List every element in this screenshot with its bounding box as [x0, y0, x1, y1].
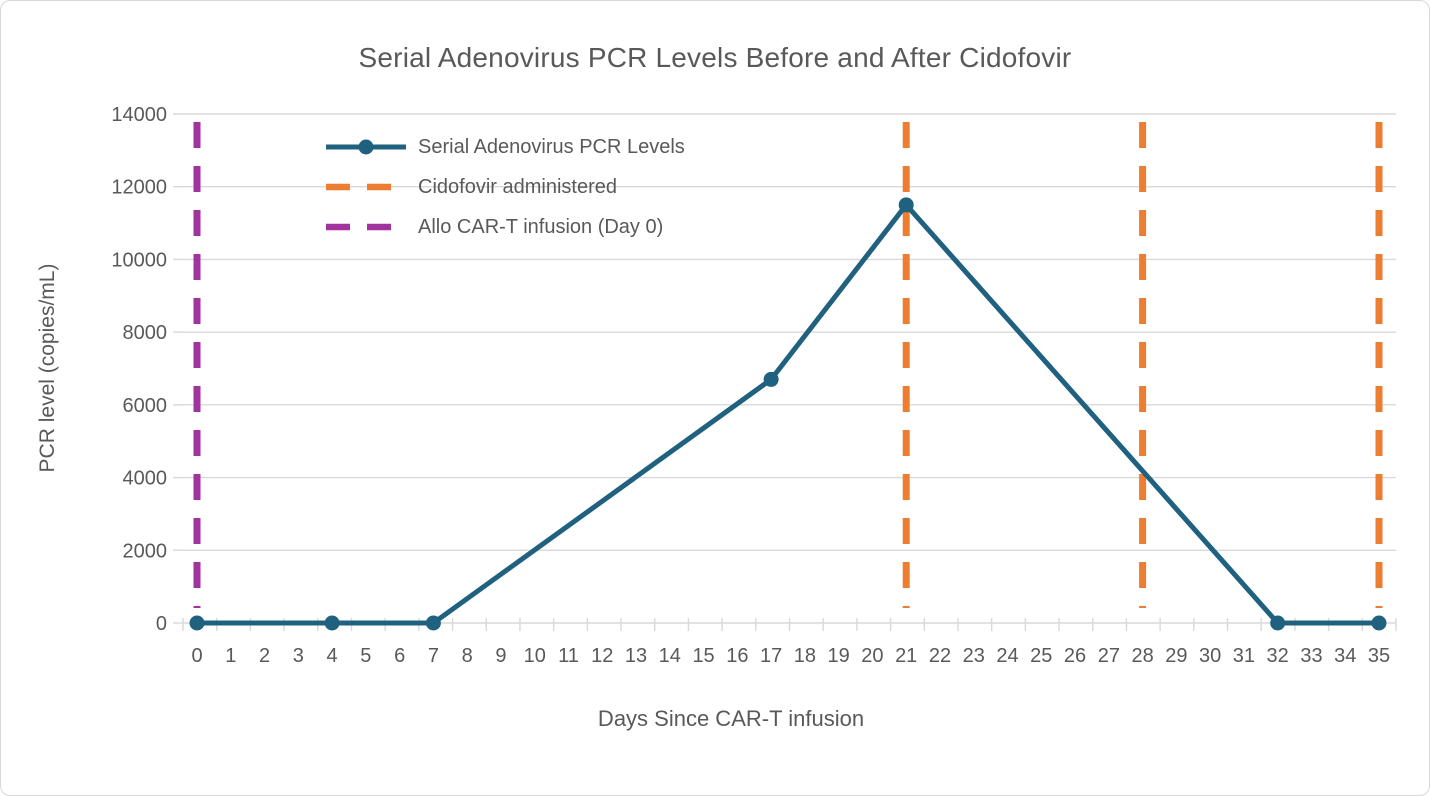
x-tick-label: 13	[625, 645, 647, 667]
x-tick-label: 18	[794, 645, 816, 667]
x-tick-label: 31	[1233, 645, 1255, 667]
x-tick-label: 3	[293, 645, 304, 667]
line-marker-icon	[326, 139, 406, 155]
dashed-line-icon	[326, 183, 406, 191]
x-tick-label: 20	[861, 645, 883, 667]
x-tick-label: 8	[462, 645, 473, 667]
x-tick-label: 15	[692, 645, 714, 667]
x-tick-label: 34	[1334, 645, 1356, 667]
x-tick-label: 30	[1199, 645, 1221, 667]
x-tick-label: 5	[360, 645, 371, 667]
y-tick-label: 14000	[111, 104, 167, 126]
legend-label-series: Serial Adenovirus PCR Levels	[418, 135, 685, 158]
data-point-marker	[425, 615, 441, 631]
x-tick-label: 7	[428, 645, 439, 667]
x-tick-label: 4	[327, 645, 338, 667]
x-tick-label: 28	[1131, 645, 1153, 667]
x-tick-label: 16	[726, 645, 748, 667]
x-tick-label: 10	[524, 645, 546, 667]
dashed-line-icon	[326, 223, 406, 231]
x-tick-label: 23	[963, 645, 985, 667]
x-tick-label: 33	[1300, 645, 1322, 667]
x-tick-label: 14	[659, 645, 681, 667]
x-tick-label: 11	[558, 645, 579, 667]
data-point-marker	[1270, 615, 1286, 631]
data-point-marker	[189, 615, 205, 631]
legend-item-cart-infusion: Allo CAR-T infusion (Day 0)	[324, 207, 685, 247]
x-tick-label: 12	[591, 645, 613, 667]
legend-item-series: Serial Adenovirus PCR Levels	[324, 127, 685, 167]
y-tick-label: 8000	[123, 322, 168, 344]
data-point-marker	[763, 371, 779, 387]
x-tick-label: 25	[1030, 645, 1052, 667]
x-tick-label: 2	[259, 645, 270, 667]
x-tick-label: 26	[1064, 645, 1086, 667]
x-tick-label: 9	[495, 645, 506, 667]
x-tick-label: 22	[929, 645, 951, 667]
x-tick-label: 0	[191, 645, 202, 667]
x-tick-label: 17	[760, 645, 782, 667]
y-tick-label: 2000	[123, 540, 168, 562]
chart-title: Serial Adenovirus PCR Levels Before and …	[358, 42, 1072, 73]
legend: Serial Adenovirus PCR Levels Cidofovir a…	[324, 127, 685, 247]
data-point-marker	[324, 615, 340, 631]
data-point-marker	[1371, 615, 1387, 631]
legend-item-cidofovir: Cidofovir administered	[324, 167, 685, 207]
x-tick-label: 1	[225, 645, 236, 667]
x-axis-title: Days Since CAR-T infusion	[597, 706, 865, 731]
x-tick-label: 29	[1165, 645, 1187, 667]
x-tick-label: 6	[394, 645, 405, 667]
y-tick-label: 0	[156, 613, 167, 635]
x-tick-label: 21	[895, 645, 917, 667]
x-tick-label: 32	[1267, 645, 1289, 667]
series-line	[194, 202, 1382, 626]
x-tick-label: 27	[1098, 645, 1120, 667]
y-tick-label: 4000	[123, 468, 168, 490]
y-tick-label: 6000	[123, 395, 168, 417]
x-tick-label: 35	[1368, 645, 1390, 667]
data-point-marker	[898, 197, 914, 213]
y-tick-label: 12000	[111, 177, 167, 199]
legend-label-cidofovir: Cidofovir administered	[418, 175, 617, 198]
y-axis-title: PCR level (copies/mL)	[36, 263, 59, 473]
y-tick-label: 10000	[111, 249, 167, 271]
x-tick-label: 19	[828, 645, 850, 667]
x-tick-label: 24	[996, 645, 1018, 667]
legend-label-cart-infusion: Allo CAR-T infusion (Day 0)	[418, 215, 664, 238]
